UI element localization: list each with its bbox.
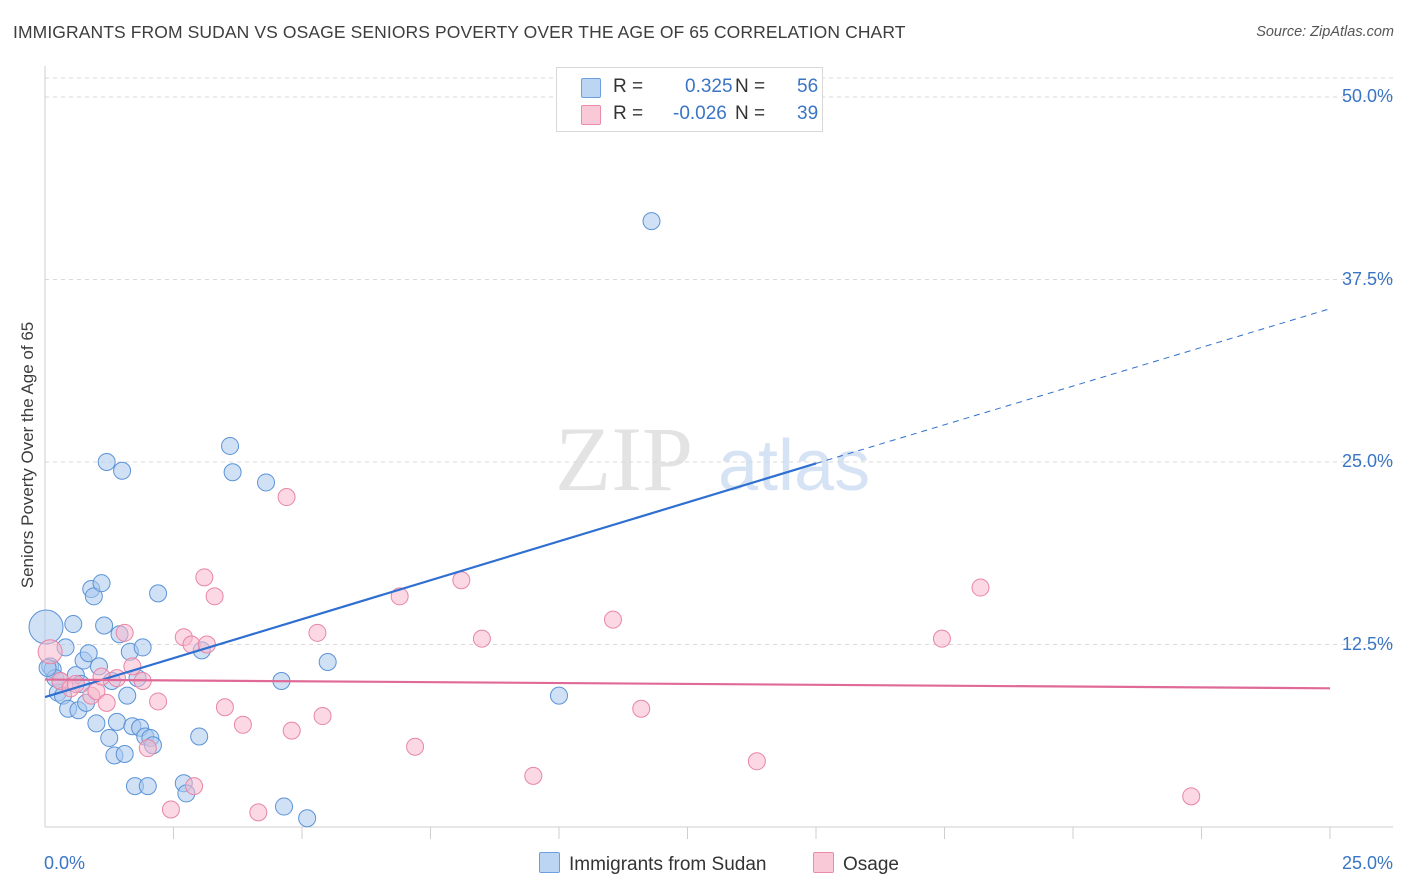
legend-swatch-pink — [581, 105, 601, 125]
sudan-point — [79, 644, 98, 663]
osage-point — [313, 707, 332, 726]
sudan-point — [298, 809, 317, 828]
y-tick-label: 37.5% — [1341, 268, 1393, 289]
legend-n-value: 56 — [797, 76, 819, 97]
osage-point — [390, 587, 409, 606]
legend-r-label: R = — [613, 103, 644, 124]
osage-point — [632, 699, 651, 718]
osage-point — [249, 803, 268, 822]
sudan-point — [190, 727, 209, 746]
y-tick-label: 25.0% — [1341, 451, 1393, 471]
osage-point — [277, 488, 296, 507]
sudan-trend-line — [44, 462, 817, 699]
bottom-legend-swatch-pink — [813, 852, 834, 873]
osage-point — [747, 752, 766, 771]
sudan-point — [133, 638, 152, 657]
osage-point — [932, 629, 951, 648]
sudan-point — [107, 712, 126, 731]
sudan-point — [95, 616, 114, 635]
osage-point — [149, 692, 168, 711]
sudan-point — [97, 453, 116, 471]
osage-point — [215, 698, 234, 717]
osage-point — [233, 715, 252, 734]
sudan-point — [115, 745, 134, 763]
y-tick-label: 12.5% — [1341, 633, 1393, 654]
grid-lines — [45, 77, 1393, 645]
series-osage-points — [37, 488, 1201, 822]
sudan-point — [92, 574, 111, 593]
legend-n-label: N = — [735, 76, 766, 97]
sudan-point — [113, 461, 132, 480]
osage-point — [37, 639, 63, 665]
watermark-zip: ZIP — [555, 408, 693, 510]
series-sudan-points — [28, 212, 661, 828]
osage-point — [195, 568, 214, 587]
legend-r-label: R = — [613, 76, 644, 97]
osage-point — [452, 571, 471, 590]
osage-point — [472, 629, 491, 648]
osage-point — [185, 777, 204, 796]
y-tick-label: 50.0% — [1341, 86, 1393, 106]
sudan-point — [138, 777, 157, 796]
osage-point — [115, 623, 134, 642]
osage-point — [205, 587, 224, 606]
source-label: Source: ZipAtlas.com — [1256, 24, 1394, 40]
osage-point — [308, 623, 327, 642]
bottom-legend-sudan: Immigrants from Sudan — [539, 852, 766, 876]
osage-point — [123, 657, 142, 676]
sudan-point — [223, 463, 242, 482]
x-tick-label-max: 25.0% — [1341, 853, 1393, 873]
stats-legend: R = 0.325 N = 56 R = -0.026 N = 39 — [556, 67, 823, 132]
bottom-legend-label-sudan: Immigrants from Sudan — [569, 854, 767, 875]
bottom-legend-label-osage: Osage — [843, 854, 899, 875]
legend-n-label: N = — [735, 103, 766, 124]
osage-point — [406, 737, 425, 756]
sudan-trend-projection — [815, 308, 1331, 464]
x-tick-label-min: 0.0% — [44, 853, 86, 873]
sudan-point — [87, 714, 106, 733]
osage-point — [282, 721, 301, 740]
sudan-point — [275, 797, 294, 816]
sudan-point — [318, 653, 337, 672]
bottom-legend-swatch-blue — [539, 852, 560, 873]
sudan-point — [28, 609, 64, 645]
sudan-point — [550, 686, 568, 705]
sudan-point — [221, 436, 240, 455]
osage-trend-line — [44, 678, 1331, 690]
osage-point — [97, 693, 116, 712]
legend-n-value: 39 — [797, 103, 819, 124]
osage-point — [138, 739, 157, 758]
osage-point — [1182, 787, 1201, 806]
legend-r-value: -0.026 — [673, 103, 727, 124]
legend-r-value: 0.325 — [685, 76, 733, 97]
trend-lines — [44, 308, 1331, 699]
osage-point — [161, 800, 180, 819]
watermark-atlas: atlas — [718, 426, 870, 506]
sudan-point — [642, 212, 661, 231]
y-axis-label: Seniors Poverty Over the Age of 65 — [18, 321, 37, 589]
sudan-point — [257, 473, 276, 492]
sudan-point — [64, 615, 83, 634]
axes — [44, 66, 1393, 839]
osage-point — [971, 578, 990, 597]
osage-point — [603, 610, 622, 629]
chart-title: IMMIGRANTS FROM SUDAN VS OSAGE SENIORS P… — [13, 22, 906, 42]
sudan-point — [100, 728, 119, 747]
legend-swatch-blue — [581, 78, 601, 98]
sudan-point — [149, 584, 168, 603]
osage-point — [524, 766, 543, 785]
bottom-legend-osage: Osage — [813, 852, 899, 876]
sudan-point — [118, 686, 137, 705]
